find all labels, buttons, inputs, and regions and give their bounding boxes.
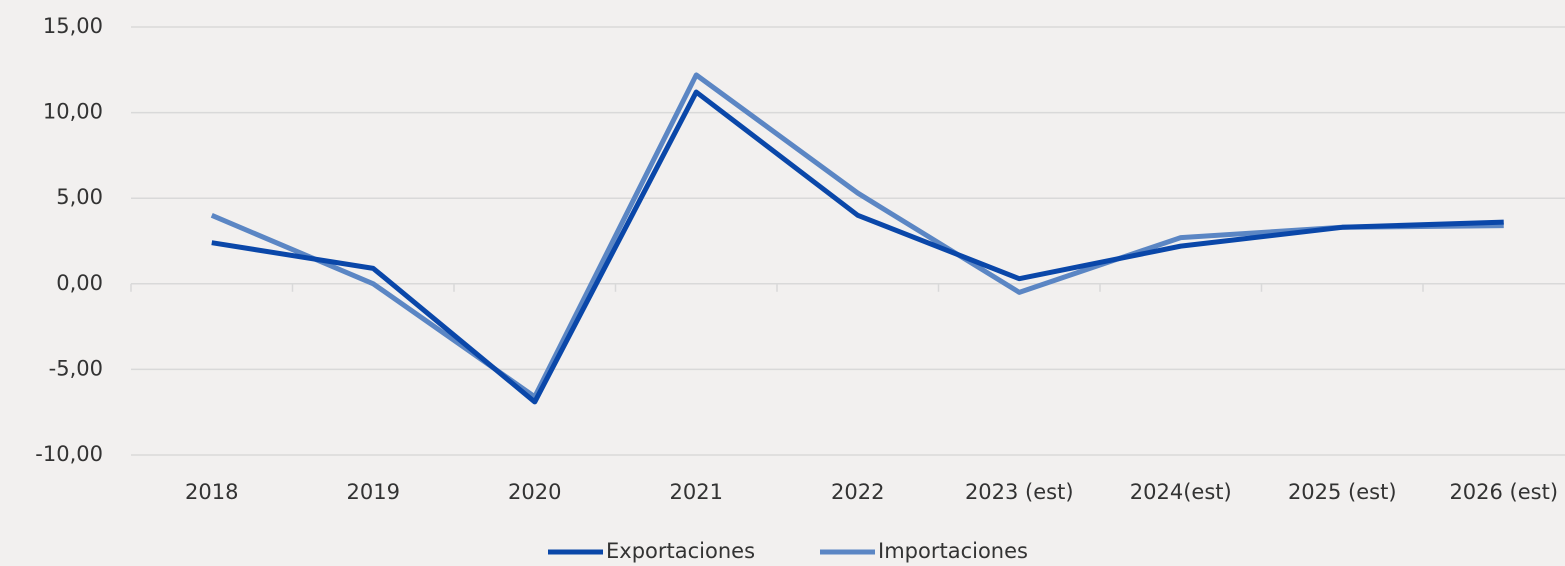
y-tick-label: 15,00 (43, 14, 103, 38)
x-tick-label: 2022 (831, 480, 884, 504)
x-tick-label: 2024(est) (1130, 480, 1232, 504)
x-tick-label: 2023 (est) (965, 480, 1074, 504)
y-tick-label: -10,00 (35, 442, 103, 466)
y-tick-label: 10,00 (43, 100, 103, 124)
x-tick-label: 2026 (est) (1449, 480, 1558, 504)
x-tick-label: 2025 (est) (1288, 480, 1397, 504)
y-tick-label: -5,00 (49, 356, 103, 380)
legend-label: Importaciones (878, 539, 1028, 563)
x-tick-label: 2021 (670, 480, 723, 504)
legend-label: Exportaciones (606, 539, 755, 563)
x-tick-label: 2020 (508, 480, 561, 504)
x-tick-label: 2019 (347, 480, 400, 504)
series-line (211, 89, 1504, 405)
x-tick-label: 2018 (185, 480, 238, 504)
y-tick-label: 0,00 (56, 271, 103, 295)
y-tick-label: 5,00 (56, 185, 103, 209)
series-line (210, 72, 1504, 400)
